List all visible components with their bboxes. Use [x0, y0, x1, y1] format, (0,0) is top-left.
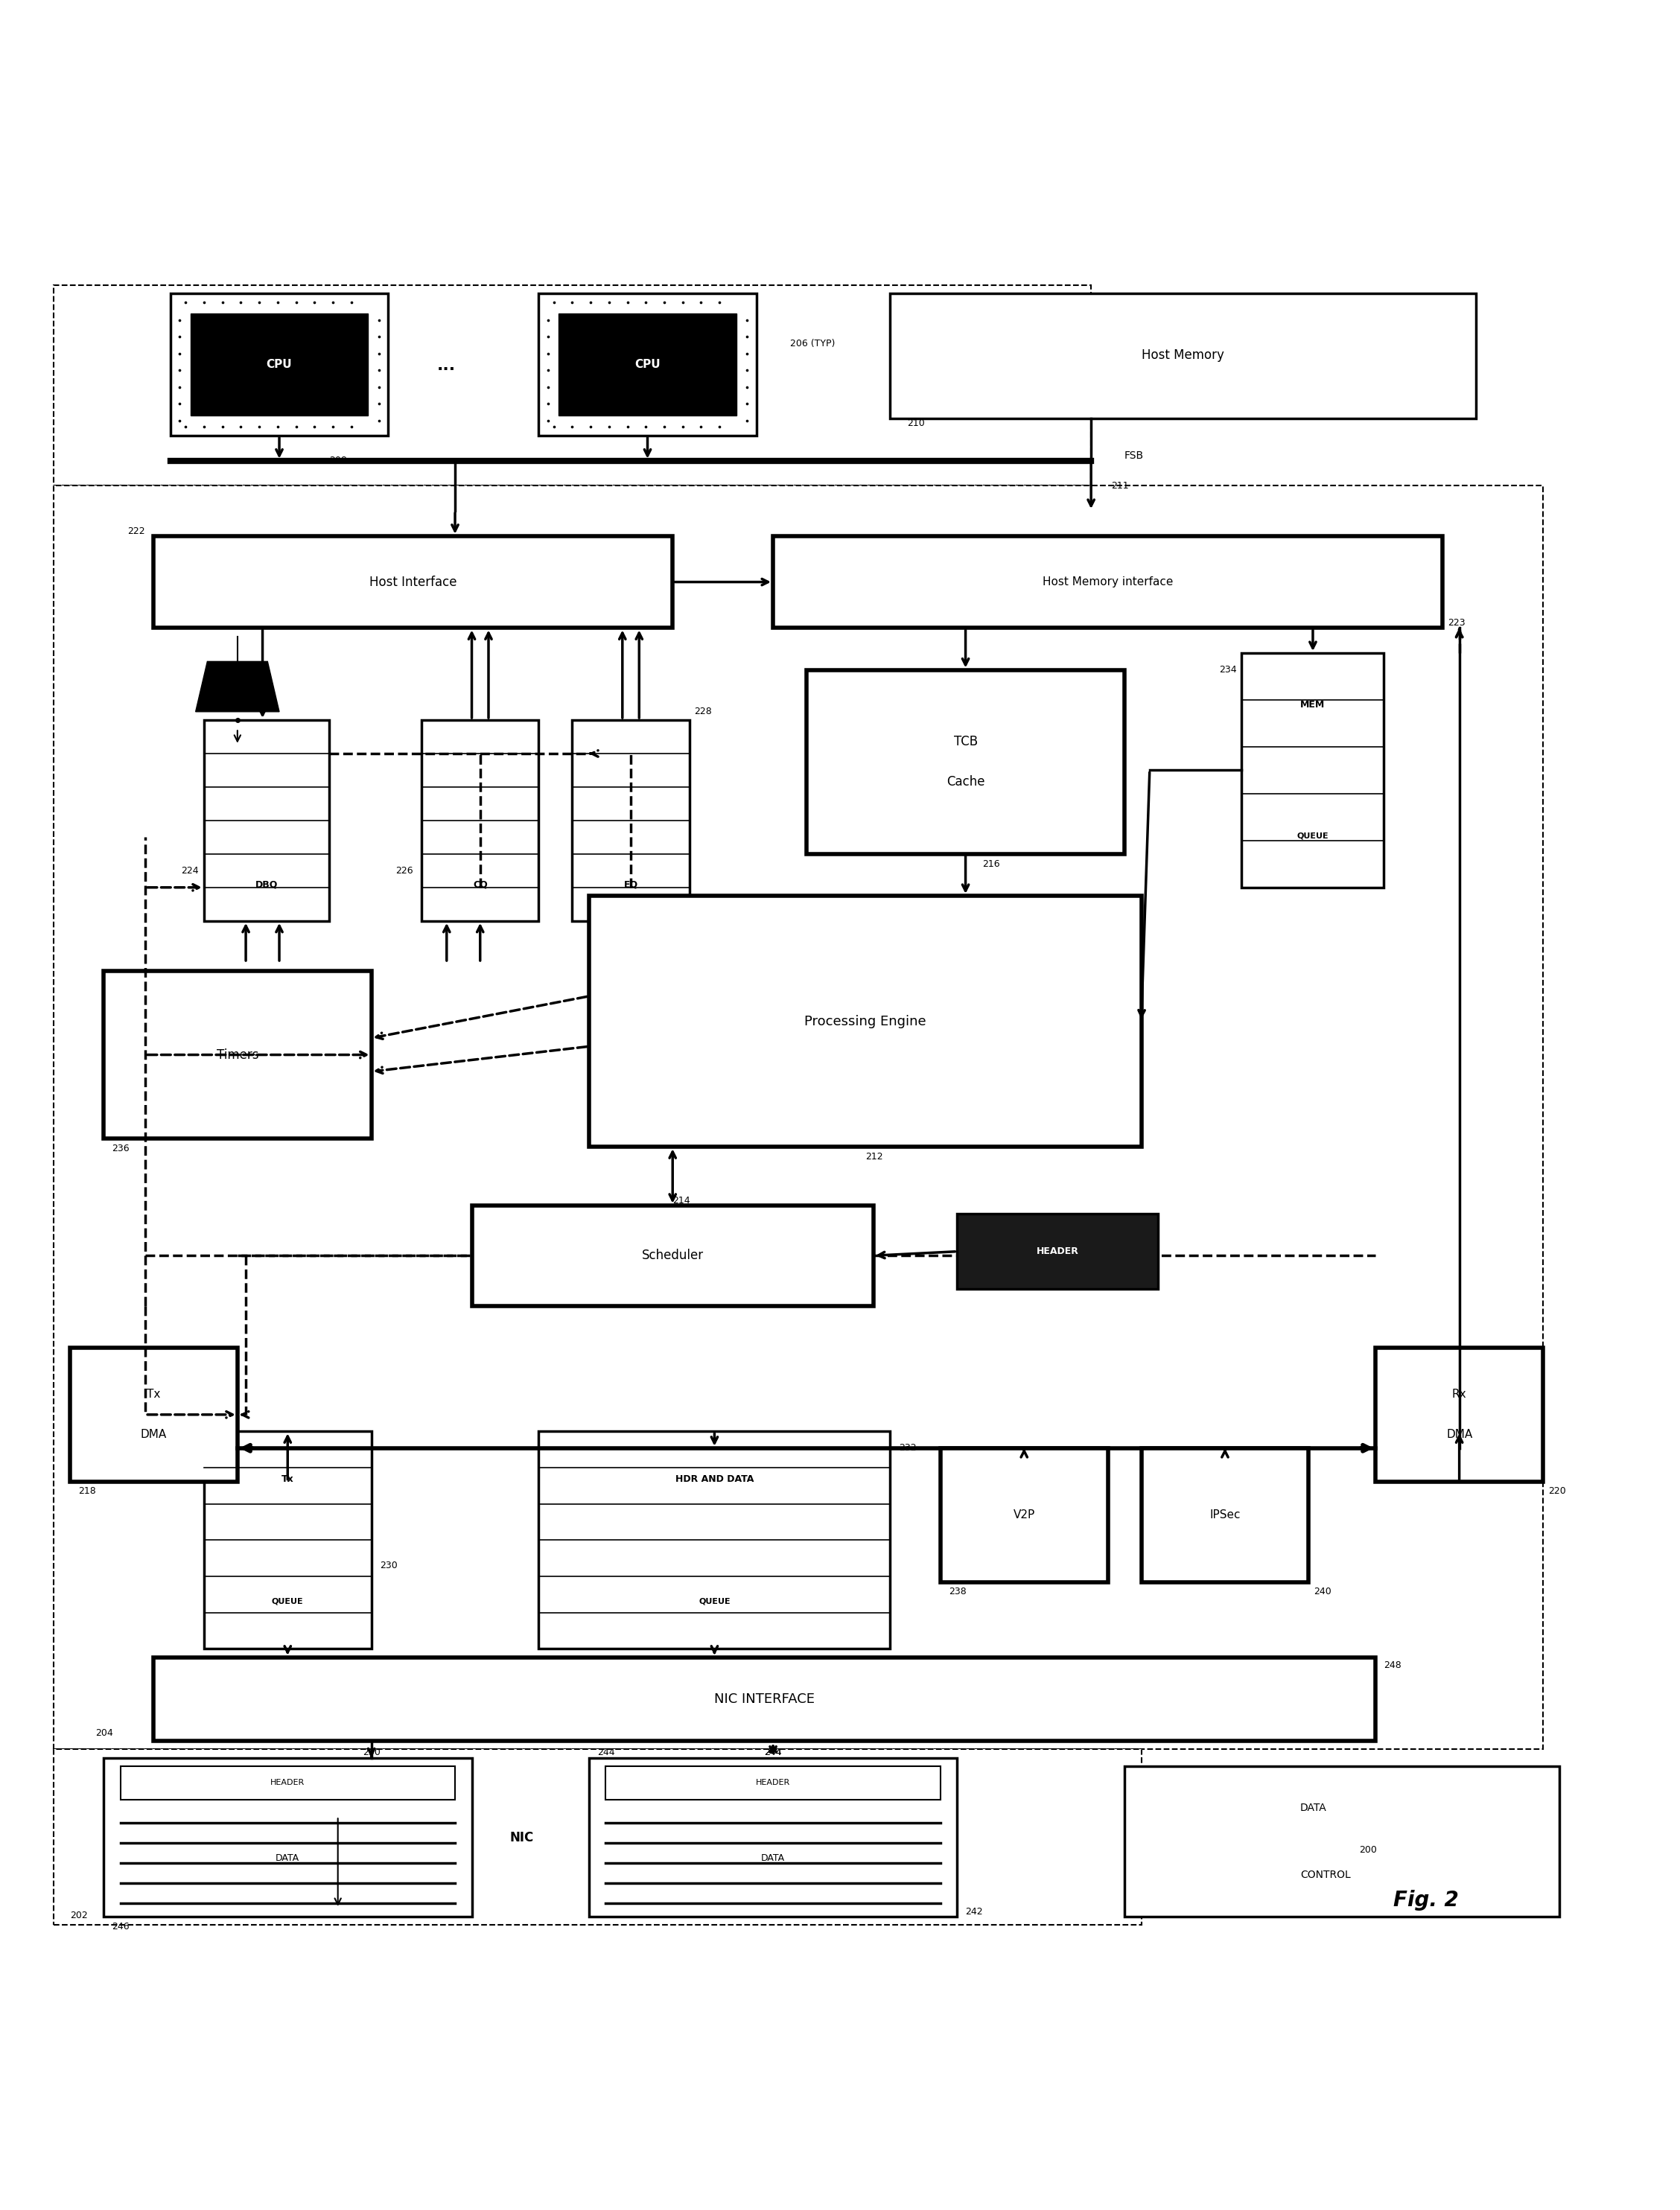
Text: 202: 202	[71, 1909, 87, 1920]
FancyBboxPatch shape	[539, 294, 756, 435]
Text: 238: 238	[949, 1587, 966, 1596]
FancyBboxPatch shape	[54, 1750, 1141, 1925]
FancyBboxPatch shape	[941, 1448, 1107, 1582]
Text: DATA: DATA	[761, 1854, 785, 1863]
FancyBboxPatch shape	[1242, 654, 1384, 888]
Text: CONTROL: CONTROL	[1300, 1870, 1351, 1881]
FancyBboxPatch shape	[590, 1757, 958, 1916]
Text: Rx: Rx	[1452, 1388, 1467, 1401]
Text: 216: 216	[983, 860, 1000, 869]
FancyBboxPatch shape	[54, 486, 1542, 1750]
Text: V2P: V2P	[1013, 1509, 1035, 1520]
FancyBboxPatch shape	[1376, 1348, 1542, 1481]
FancyBboxPatch shape	[472, 1204, 874, 1306]
Text: 250: 250	[363, 1748, 380, 1757]
Text: QUEUE: QUEUE	[699, 1598, 731, 1604]
FancyBboxPatch shape	[806, 670, 1124, 853]
Text: 240: 240	[1314, 1587, 1331, 1596]
FancyBboxPatch shape	[155, 1658, 1376, 1741]
Text: Host Interface: Host Interface	[370, 575, 457, 588]
FancyBboxPatch shape	[422, 720, 539, 922]
Text: DBQ: DBQ	[255, 880, 277, 891]
Text: Timers: Timers	[217, 1048, 259, 1061]
Text: 222: 222	[128, 526, 146, 535]
FancyBboxPatch shape	[958, 1213, 1158, 1288]
Text: TCB: TCB	[954, 736, 978, 749]
FancyBboxPatch shape	[890, 294, 1477, 420]
FancyBboxPatch shape	[104, 970, 371, 1138]
Text: 226: 226	[395, 866, 413, 875]
Text: 248: 248	[1384, 1662, 1401, 1671]
Text: DATA: DATA	[1300, 1803, 1327, 1812]
FancyBboxPatch shape	[1141, 1448, 1309, 1582]
Text: NIC INTERFACE: NIC INTERFACE	[714, 1693, 815, 1706]
Text: Processing Engine: Processing Engine	[805, 1014, 926, 1028]
FancyBboxPatch shape	[606, 1766, 941, 1799]
FancyBboxPatch shape	[559, 314, 736, 415]
Text: 232: 232	[899, 1443, 916, 1452]
Text: 242: 242	[966, 1907, 983, 1916]
Text: 223: 223	[1448, 619, 1465, 628]
Text: HEADER: HEADER	[270, 1779, 304, 1786]
Text: FSB: FSB	[1124, 451, 1144, 462]
Text: 218: 218	[79, 1487, 96, 1496]
Text: 204: 204	[96, 1728, 113, 1737]
FancyBboxPatch shape	[170, 294, 388, 435]
Text: MEM: MEM	[1300, 701, 1326, 709]
Text: 211: 211	[1110, 482, 1129, 491]
Text: DMA: DMA	[1446, 1430, 1472, 1441]
Text: Fig. 2: Fig. 2	[1393, 1890, 1458, 1909]
Text: 210: 210	[907, 420, 924, 429]
FancyBboxPatch shape	[1124, 1766, 1559, 1916]
Text: DMA: DMA	[141, 1430, 166, 1441]
FancyBboxPatch shape	[190, 314, 368, 415]
Text: HEADER: HEADER	[1037, 1246, 1079, 1255]
FancyBboxPatch shape	[54, 285, 1090, 486]
Text: IPSec: IPSec	[1210, 1509, 1240, 1520]
Text: Cache: Cache	[946, 776, 984, 789]
Text: Tx: Tx	[282, 1474, 294, 1485]
Text: NIC: NIC	[511, 1832, 534, 1845]
FancyBboxPatch shape	[203, 720, 329, 922]
Text: 212: 212	[865, 1151, 882, 1162]
Text: 208: 208	[329, 455, 346, 466]
Text: CPU: CPU	[635, 358, 660, 369]
FancyBboxPatch shape	[121, 1766, 455, 1799]
Text: QUEUE: QUEUE	[272, 1598, 304, 1604]
Text: Tx: Tx	[146, 1388, 161, 1401]
FancyBboxPatch shape	[104, 1757, 472, 1916]
Text: 230: 230	[380, 1560, 398, 1569]
FancyBboxPatch shape	[539, 1432, 890, 1649]
Text: 220: 220	[1547, 1487, 1566, 1496]
Text: HEADER: HEADER	[756, 1779, 790, 1786]
Text: 224: 224	[181, 866, 198, 875]
Text: DATA: DATA	[276, 1854, 299, 1863]
Text: 234: 234	[1220, 665, 1236, 674]
FancyBboxPatch shape	[155, 537, 672, 628]
Text: 246: 246	[113, 1923, 129, 1932]
Text: CPU: CPU	[267, 358, 292, 369]
FancyBboxPatch shape	[573, 720, 689, 922]
Polygon shape	[195, 661, 279, 712]
Text: CQ: CQ	[472, 880, 487, 891]
Text: 200: 200	[1359, 1845, 1376, 1854]
Text: 206 (TYP): 206 (TYP)	[790, 338, 835, 349]
Text: HDR AND DATA: HDR AND DATA	[675, 1474, 754, 1485]
FancyBboxPatch shape	[590, 895, 1141, 1147]
FancyBboxPatch shape	[203, 1432, 371, 1649]
Text: ...: ...	[437, 358, 455, 373]
Text: Host Memory interface: Host Memory interface	[1043, 577, 1173, 588]
Text: 228: 228	[694, 707, 712, 716]
Text: 244: 244	[598, 1748, 615, 1757]
Text: Host Memory: Host Memory	[1142, 349, 1225, 362]
FancyBboxPatch shape	[773, 537, 1443, 628]
FancyBboxPatch shape	[71, 1348, 237, 1481]
Text: 236: 236	[113, 1143, 129, 1154]
Text: Scheduler: Scheduler	[642, 1249, 704, 1262]
Text: 244: 244	[764, 1748, 781, 1757]
Text: 214: 214	[672, 1196, 690, 1204]
Text: QUEUE: QUEUE	[1297, 833, 1329, 840]
Text: EQ: EQ	[623, 880, 638, 891]
Text: 244: 244	[764, 1748, 781, 1757]
